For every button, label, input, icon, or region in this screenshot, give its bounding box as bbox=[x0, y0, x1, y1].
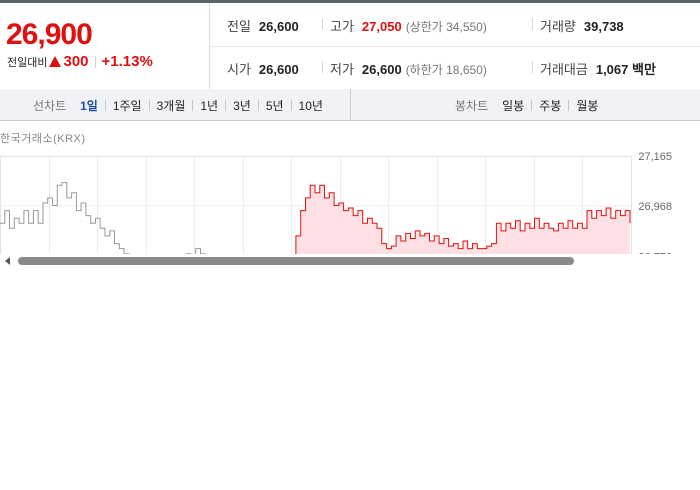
prev-close-value: 26,600 bbox=[258, 19, 299, 34]
period-3[interactable]: 1년 bbox=[200, 99, 219, 113]
high-price: 고가 27,050 (상한가 34,550) bbox=[322, 16, 487, 35]
divider bbox=[94, 55, 96, 68]
lower-limit: (하한가 18,650) bbox=[405, 63, 487, 77]
current-price: 26,900 bbox=[6, 18, 93, 51]
toolbar-separator bbox=[257, 100, 259, 111]
toolbar-separator bbox=[531, 100, 533, 111]
toolbar-separator bbox=[148, 100, 150, 111]
price-line-up bbox=[295, 184, 631, 254]
price-line-base bbox=[0, 182, 206, 254]
candle-period-2[interactable]: 월봉 bbox=[576, 99, 599, 113]
line-chart-periods: 선차트 1일 1주일 3개월 1년 3년 5년 10년 bbox=[33, 97, 323, 114]
trade-amount-value: 1,067 백만 bbox=[595, 62, 656, 77]
change-rate: +1.13% bbox=[101, 53, 153, 70]
price-summary: 26,900 전일대비 300 +1.13% 전일 26,600 고가 27,050… bbox=[0, 3, 700, 90]
change-label: 전일대비 bbox=[7, 56, 48, 69]
high-label: 고가 bbox=[330, 19, 354, 34]
change-row: 전일대비 300 +1.13% bbox=[7, 53, 153, 70]
candle-chart-title: 봉차트 bbox=[455, 99, 489, 113]
current-price-box: 26,900 전일대비 300 +1.13% bbox=[0, 3, 210, 89]
chart-scrollbar[interactable] bbox=[0, 254, 700, 268]
low-value: 26,600 bbox=[361, 62, 402, 77]
candle-period-0[interactable]: 일봉 bbox=[502, 99, 525, 113]
period-4[interactable]: 3년 bbox=[233, 99, 251, 113]
up-triangle-icon bbox=[49, 56, 62, 67]
stats-row-1: 전일 26,600 고가 27,050 (상한가 34,550) 거래량 39,738 bbox=[210, 3, 700, 47]
low-label: 저가 bbox=[330, 62, 354, 77]
stats-row-2: 시가 26,600 저가 26,600 (하한가 18,650) 거래대금 1,067 … bbox=[210, 46, 700, 89]
toolbar-separator bbox=[290, 100, 292, 111]
period-1[interactable]: 1주일 bbox=[112, 99, 142, 113]
trade-amount: 거래대금 1,067 백만 bbox=[532, 59, 656, 78]
chart-toolbar: 선차트 1일 1주일 3개월 1년 3년 5년 10년 봉차트 일봉 주봉 월봉 bbox=[0, 89, 700, 121]
line-chart-title: 선차트 bbox=[33, 99, 67, 113]
top-rule bbox=[0, 0, 700, 3]
high-value: 27,050 bbox=[361, 19, 402, 34]
y-tick-label: 26,968 bbox=[638, 201, 672, 213]
upper-limit: (상한가 34,550) bbox=[405, 20, 487, 34]
price-line-chart: 27,165 26,968 26,770 bbox=[0, 151, 672, 254]
toolbar-separator bbox=[192, 100, 194, 111]
price-stats: 전일 26,600 고가 27,050 (상한가 34,550) 거래량 39,738 … bbox=[210, 3, 700, 89]
scroll-left-icon[interactable] bbox=[5, 257, 10, 265]
period-6[interactable]: 10년 bbox=[298, 99, 323, 113]
scroll-thumb[interactable] bbox=[18, 257, 574, 265]
open-label: 시가 bbox=[227, 62, 251, 77]
price-area-fill bbox=[295, 185, 630, 254]
toolbar-separator bbox=[225, 100, 227, 111]
candle-period-1[interactable]: 주봉 bbox=[539, 99, 562, 113]
y-tick-label: 26,770 bbox=[638, 251, 672, 254]
candle-chart-periods: 봉차트 일봉 주봉 월봉 bbox=[455, 97, 598, 114]
toolbar-divider bbox=[350, 89, 351, 120]
period-0[interactable]: 1일 bbox=[80, 99, 98, 113]
intraday-chart: 27,165 26,968 26,770 bbox=[0, 150, 700, 254]
open-price: 시가 26,600 bbox=[227, 59, 299, 78]
low-price: 저가 26,600 (하한가 18,650) bbox=[322, 59, 487, 78]
prev-close-label: 전일 bbox=[227, 19, 251, 34]
y-tick-label: 27,165 bbox=[638, 151, 672, 163]
change-value: 300 bbox=[63, 53, 89, 70]
volume-label: 거래량 bbox=[540, 19, 576, 34]
period-2[interactable]: 3개월 bbox=[156, 99, 186, 113]
volume-value: 39,738 bbox=[583, 19, 624, 34]
toolbar-separator bbox=[104, 100, 106, 111]
period-5[interactable]: 5년 bbox=[265, 99, 284, 113]
volume: 거래량 39,738 bbox=[532, 16, 624, 35]
exchange-label: 한국거래소(KRX) bbox=[0, 133, 86, 145]
trade-amount-label: 거래대금 bbox=[540, 62, 588, 77]
toolbar-separator bbox=[568, 100, 570, 111]
prev-close: 전일 26,600 bbox=[227, 16, 299, 35]
open-value: 26,600 bbox=[258, 62, 299, 77]
